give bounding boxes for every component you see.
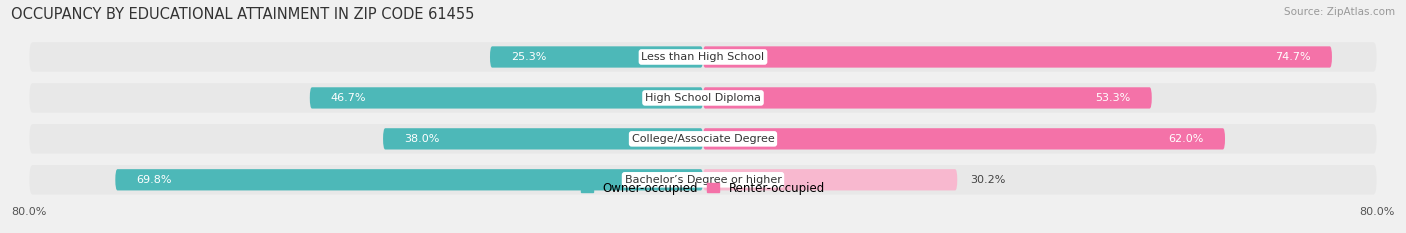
Text: 46.7%: 46.7% <box>330 93 367 103</box>
Text: College/Associate Degree: College/Associate Degree <box>631 134 775 144</box>
Text: 62.0%: 62.0% <box>1168 134 1204 144</box>
Text: Bachelor’s Degree or higher: Bachelor’s Degree or higher <box>624 175 782 185</box>
Text: Less than High School: Less than High School <box>641 52 765 62</box>
FancyBboxPatch shape <box>309 87 703 109</box>
FancyBboxPatch shape <box>30 83 1376 113</box>
Text: High School Diploma: High School Diploma <box>645 93 761 103</box>
Text: 69.8%: 69.8% <box>136 175 172 185</box>
FancyBboxPatch shape <box>382 128 703 150</box>
Text: Source: ZipAtlas.com: Source: ZipAtlas.com <box>1284 7 1395 17</box>
FancyBboxPatch shape <box>30 42 1376 72</box>
FancyBboxPatch shape <box>703 169 957 190</box>
FancyBboxPatch shape <box>30 165 1376 195</box>
Text: 30.2%: 30.2% <box>970 175 1005 185</box>
FancyBboxPatch shape <box>703 87 1152 109</box>
FancyBboxPatch shape <box>115 169 703 190</box>
Text: OCCUPANCY BY EDUCATIONAL ATTAINMENT IN ZIP CODE 61455: OCCUPANCY BY EDUCATIONAL ATTAINMENT IN Z… <box>11 7 475 22</box>
Text: 25.3%: 25.3% <box>510 52 547 62</box>
Text: 53.3%: 53.3% <box>1095 93 1130 103</box>
FancyBboxPatch shape <box>30 124 1376 154</box>
FancyBboxPatch shape <box>703 128 1225 150</box>
Text: 74.7%: 74.7% <box>1275 52 1310 62</box>
Text: 38.0%: 38.0% <box>404 134 440 144</box>
FancyBboxPatch shape <box>703 46 1331 68</box>
Legend: Owner-occupied, Renter-occupied: Owner-occupied, Renter-occupied <box>576 177 830 200</box>
FancyBboxPatch shape <box>489 46 703 68</box>
